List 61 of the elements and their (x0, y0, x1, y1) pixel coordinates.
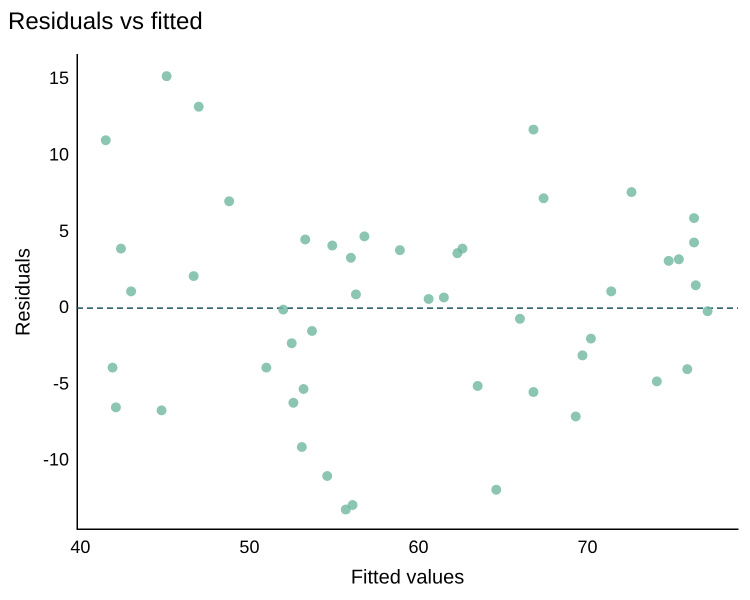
point (322, 470, 332, 481)
point (702, 306, 713, 316)
y-tick-label: 5 (59, 220, 70, 241)
point (116, 244, 126, 254)
point (306, 326, 317, 336)
point (689, 238, 700, 248)
point (690, 280, 701, 290)
point (626, 187, 636, 198)
x-tick-label: 60 (408, 537, 429, 558)
point (689, 213, 700, 224)
point (286, 338, 297, 348)
point (296, 442, 307, 452)
point (156, 405, 167, 416)
point (100, 135, 111, 146)
point (288, 398, 298, 408)
point (457, 244, 468, 254)
point (224, 196, 234, 206)
point (162, 71, 172, 82)
point (577, 350, 588, 360)
y-tick-label: 10 (48, 144, 70, 164)
y-tick-label: -5 (53, 373, 70, 394)
point (570, 411, 581, 422)
point (606, 286, 616, 296)
point (424, 294, 434, 304)
y-tick-label: -10 (43, 450, 70, 470)
point (110, 402, 121, 412)
point (514, 314, 525, 324)
x-axis-title: Fitted values (350, 566, 464, 589)
x-tick-label: 40 (70, 537, 90, 558)
point (682, 364, 692, 374)
point (438, 292, 449, 302)
chart-title: Residuals vs fitted (8, 8, 203, 36)
point (126, 286, 136, 296)
y-tick-label: 0 (59, 297, 70, 318)
point (394, 245, 405, 256)
y-axis-title: Residuals (12, 248, 35, 336)
point (652, 376, 662, 386)
point (261, 362, 272, 373)
point (359, 231, 370, 242)
point (188, 271, 199, 282)
point (327, 240, 338, 251)
point (528, 387, 538, 398)
y-tick-label: 15 (48, 68, 70, 88)
point (278, 304, 288, 315)
point (472, 380, 483, 391)
point (491, 484, 502, 495)
point (108, 362, 118, 373)
point (346, 252, 356, 263)
point (674, 254, 684, 264)
point (528, 124, 538, 135)
point (194, 102, 204, 112)
x-tick-label: 50 (239, 537, 260, 558)
point (300, 234, 310, 244)
point (586, 334, 596, 344)
point (664, 256, 674, 266)
x-tick-label: 70 (578, 537, 598, 558)
point (538, 193, 549, 204)
point (348, 500, 358, 510)
point (340, 504, 351, 515)
point (298, 384, 309, 394)
point (350, 289, 361, 300)
